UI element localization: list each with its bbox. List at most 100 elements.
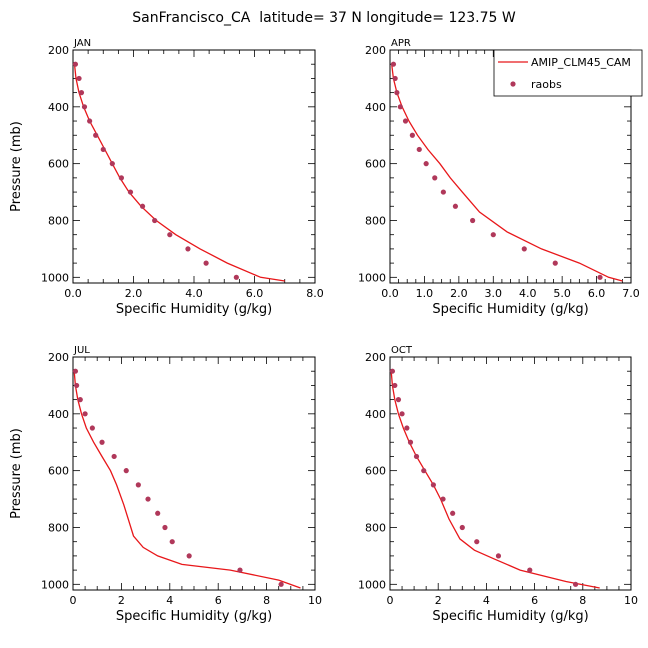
x-tick-label: 0 bbox=[70, 594, 77, 607]
x-tick-label: 6 bbox=[531, 594, 538, 607]
raobs-point bbox=[470, 217, 476, 224]
legend-box bbox=[493, 49, 643, 97]
raobs-point bbox=[395, 397, 402, 403]
x-tick-label: 8 bbox=[263, 594, 270, 607]
y-tick-label: 1000 bbox=[358, 271, 386, 284]
y-tick-label: 400 bbox=[48, 408, 69, 421]
raobs-point bbox=[416, 146, 422, 153]
raobs-point bbox=[155, 510, 161, 516]
panel-oct: 0 2 4 6 8 10 200 400 600 800 1000 OCT Specific Humid… bbox=[358, 345, 638, 624]
raobs-point bbox=[72, 368, 79, 374]
y-tick-label: 400 bbox=[365, 408, 386, 421]
raobs-point bbox=[167, 232, 173, 238]
raobs-point bbox=[421, 468, 427, 474]
raobs-point bbox=[169, 539, 175, 545]
x-tick-label: 10 bbox=[308, 594, 322, 607]
raobs-point bbox=[402, 118, 409, 124]
raobs-point bbox=[440, 189, 446, 195]
model-profile-line bbox=[73, 64, 285, 282]
model-profile-line bbox=[391, 64, 623, 282]
raobs-point bbox=[278, 581, 284, 587]
y-axis-label: Pressure (mb) bbox=[9, 428, 24, 519]
raobs-point bbox=[413, 453, 420, 460]
raobs-point bbox=[152, 217, 158, 224]
panel-jan: 0.0 2.0 4.0 6.0 8.0 200 400 600 800 1000 JAN Specif… bbox=[9, 38, 324, 317]
raobs-point bbox=[392, 382, 398, 389]
y-tick-label: 1000 bbox=[358, 578, 386, 591]
x-tick-label: 0.0 bbox=[381, 287, 399, 300]
raobs-point bbox=[81, 104, 88, 110]
raobs-point bbox=[99, 439, 105, 445]
x-tick-label: 10 bbox=[624, 594, 638, 607]
panel-apr: 0.0 1.0 2.0 3.0 4.0 5.0 6.0 7.0 200 400 600 800 1000… bbox=[358, 38, 640, 317]
y-tick-label: 1000 bbox=[41, 271, 69, 284]
x-tick-label: 2 bbox=[118, 594, 125, 607]
raobs-point bbox=[597, 274, 603, 280]
raobs-point bbox=[490, 232, 496, 238]
raobs-point bbox=[430, 482, 436, 488]
x-tick-label: 4.0 bbox=[185, 287, 203, 300]
raobs-point bbox=[390, 61, 397, 67]
legend-obs-swatch bbox=[510, 81, 516, 87]
x-tick-label: 0 bbox=[387, 594, 394, 607]
x-tick-label: 6 bbox=[215, 594, 222, 607]
y-tick-label: 400 bbox=[365, 101, 386, 114]
model-profile-line bbox=[390, 371, 600, 589]
raobs-point bbox=[409, 132, 415, 138]
raobs-point bbox=[93, 132, 99, 138]
panels-container: 0.0 2.0 4.0 6.0 8.02004006008001000JANSpecif… bbox=[9, 38, 640, 624]
x-tick-label: 2 bbox=[435, 594, 442, 607]
y-axis-label: Pressure (mb) bbox=[9, 121, 24, 212]
raobs-point bbox=[139, 203, 146, 209]
raobs-point bbox=[72, 61, 79, 67]
raobs-point bbox=[450, 510, 456, 516]
x-tick-label: 4 bbox=[166, 594, 173, 607]
raobs-point bbox=[109, 161, 115, 167]
raobs-point bbox=[203, 260, 209, 266]
raobs-point bbox=[399, 411, 405, 417]
y-tick-label: 800 bbox=[365, 521, 386, 534]
panel-month-label: JUL bbox=[73, 345, 90, 356]
raobs-point bbox=[527, 567, 533, 573]
panel-month-label: JAN bbox=[73, 38, 91, 49]
raobs-point bbox=[432, 175, 438, 181]
y-tick-label: 800 bbox=[365, 214, 386, 227]
raobs-point bbox=[521, 246, 527, 252]
raobs-point bbox=[118, 175, 124, 181]
x-tick-label: 8.0 bbox=[306, 287, 324, 300]
x-tick-label: 8 bbox=[579, 594, 586, 607]
raobs-point bbox=[397, 104, 403, 110]
model-profile-line bbox=[73, 371, 301, 589]
panel-month-label: OCT bbox=[391, 345, 413, 356]
raobs-point bbox=[76, 75, 82, 82]
raobs-point bbox=[87, 118, 93, 124]
y-tick-label: 200 bbox=[48, 44, 69, 57]
x-axis-label: Specific Humidity (g/kg) bbox=[116, 609, 272, 624]
raobs-point bbox=[237, 567, 243, 573]
x-tick-label: 6.0 bbox=[246, 287, 264, 300]
panel-month-label: APR bbox=[391, 38, 411, 49]
y-tick-label: 600 bbox=[48, 465, 69, 478]
raobs-point bbox=[135, 482, 141, 488]
raobs-point bbox=[77, 397, 83, 403]
raobs-point bbox=[185, 246, 191, 252]
x-tick-label: 2.0 bbox=[125, 287, 143, 300]
raobs-point bbox=[404, 425, 410, 431]
raobs-point bbox=[233, 274, 239, 280]
x-axis-label: Specific Humidity (g/kg) bbox=[432, 609, 588, 624]
plot-frame bbox=[72, 49, 316, 284]
x-tick-label: 1.0 bbox=[416, 287, 434, 300]
x-axis-label: Specific Humidity (g/kg) bbox=[116, 302, 272, 317]
legend-model-label: AMIP_CLM45_CAM bbox=[531, 56, 631, 69]
raobs-point bbox=[127, 189, 134, 195]
raobs-point bbox=[389, 368, 396, 374]
y-tick-label: 200 bbox=[48, 351, 69, 364]
x-tick-label: 0.0 bbox=[64, 287, 82, 300]
x-tick-label: 2.0 bbox=[450, 287, 468, 300]
plot-frame bbox=[72, 356, 316, 591]
x-tick-label: 7.0 bbox=[622, 287, 640, 300]
raobs-point bbox=[459, 524, 465, 531]
panel-jul: 0 2 4 6 8 10 200 400 600 800 1000 JUL Specific Humid… bbox=[9, 345, 322, 624]
